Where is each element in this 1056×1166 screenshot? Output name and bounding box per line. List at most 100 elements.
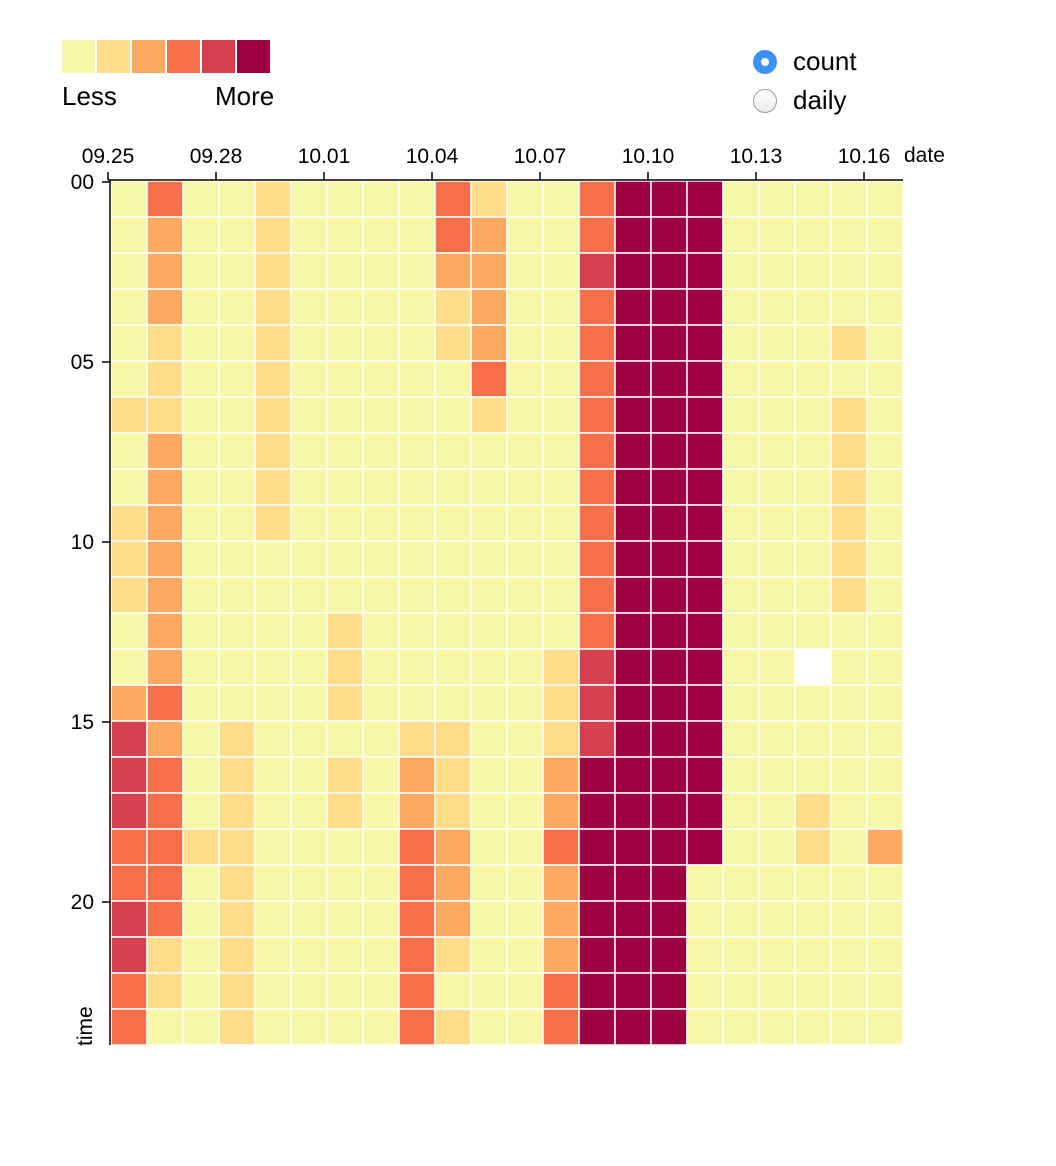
heatmap-cell[interactable] <box>830 612 868 650</box>
heatmap-cell[interactable] <box>686 216 724 254</box>
heatmap-cell[interactable] <box>470 828 508 866</box>
heatmap-cell[interactable] <box>254 252 292 290</box>
heatmap-cell[interactable] <box>182 936 220 974</box>
heatmap-cell[interactable] <box>398 324 436 362</box>
heatmap-cell[interactable] <box>290 468 328 506</box>
heatmap-cell[interactable] <box>218 900 256 938</box>
heatmap-cell[interactable] <box>110 1008 148 1046</box>
heatmap-cell[interactable] <box>110 936 148 974</box>
heatmap-cell[interactable] <box>542 720 580 758</box>
heatmap-cell[interactable] <box>470 792 508 830</box>
heatmap-cell[interactable] <box>650 900 688 938</box>
heatmap-cell[interactable] <box>290 504 328 542</box>
heatmap-cell[interactable] <box>326 540 364 578</box>
heatmap-cell[interactable] <box>794 612 832 650</box>
heatmap-cell[interactable] <box>686 828 724 866</box>
heatmap-cell[interactable] <box>542 396 580 434</box>
heatmap-cell[interactable] <box>506 684 544 722</box>
heatmap-cell[interactable] <box>254 396 292 434</box>
heatmap-cell[interactable] <box>110 216 148 254</box>
heatmap-cell[interactable] <box>182 468 220 506</box>
heatmap-cell[interactable] <box>470 864 508 902</box>
heatmap-cell[interactable] <box>362 396 400 434</box>
heatmap-cell[interactable] <box>794 648 832 686</box>
heatmap-cell[interactable] <box>182 252 220 290</box>
radio-label-count[interactable]: count <box>793 46 857 76</box>
heatmap-cell[interactable] <box>866 720 904 758</box>
heatmap-cell[interactable] <box>398 720 436 758</box>
heatmap-cell[interactable] <box>470 252 508 290</box>
heatmap-cell[interactable] <box>290 936 328 974</box>
heatmap-cell[interactable] <box>758 216 796 254</box>
heatmap-cell[interactable] <box>434 540 472 578</box>
heatmap-cell[interactable] <box>506 180 544 218</box>
heatmap-cell[interactable] <box>794 972 832 1010</box>
heatmap-cell[interactable] <box>146 540 184 578</box>
heatmap-cell[interactable] <box>110 792 148 830</box>
heatmap-cell[interactable] <box>254 684 292 722</box>
heatmap-cell[interactable] <box>506 360 544 398</box>
heatmap-cell[interactable] <box>218 1008 256 1046</box>
heatmap-cell[interactable] <box>578 468 616 506</box>
heatmap-cell[interactable] <box>506 792 544 830</box>
heatmap-cell[interactable] <box>722 720 760 758</box>
heatmap-cell[interactable] <box>866 792 904 830</box>
heatmap-cell[interactable] <box>542 360 580 398</box>
heatmap-cell[interactable] <box>326 720 364 758</box>
heatmap-cell[interactable] <box>146 432 184 470</box>
heatmap-cell[interactable] <box>722 180 760 218</box>
heatmap-cell[interactable] <box>434 648 472 686</box>
heatmap-cell[interactable] <box>506 648 544 686</box>
heatmap-cell[interactable] <box>434 936 472 974</box>
heatmap-cell[interactable] <box>254 756 292 794</box>
heatmap-cell[interactable] <box>758 396 796 434</box>
heatmap-cell[interactable] <box>362 1008 400 1046</box>
heatmap-cell[interactable] <box>866 756 904 794</box>
heatmap-cell[interactable] <box>182 216 220 254</box>
heatmap-cell[interactable] <box>578 900 616 938</box>
heatmap-cell[interactable] <box>614 576 652 614</box>
heatmap-cell[interactable] <box>686 756 724 794</box>
heatmap-cell[interactable] <box>470 504 508 542</box>
heatmap-cell[interactable] <box>110 900 148 938</box>
heatmap-cell[interactable] <box>830 432 868 470</box>
heatmap-cell[interactable] <box>470 396 508 434</box>
heatmap-cell[interactable] <box>326 648 364 686</box>
heatmap-cell[interactable] <box>398 504 436 542</box>
heatmap-cell[interactable] <box>650 828 688 866</box>
heatmap-cell[interactable] <box>326 864 364 902</box>
heatmap-cell[interactable] <box>506 720 544 758</box>
heatmap-cell[interactable] <box>650 936 688 974</box>
heatmap-cell[interactable] <box>542 324 580 362</box>
heatmap-cell[interactable] <box>506 756 544 794</box>
heatmap-cell[interactable] <box>758 972 796 1010</box>
heatmap-cell[interactable] <box>182 324 220 362</box>
radio-option-daily[interactable]: daily <box>753 81 857 120</box>
heatmap-cell[interactable] <box>830 900 868 938</box>
heatmap-cell[interactable] <box>326 216 364 254</box>
heatmap-cell[interactable] <box>290 324 328 362</box>
heatmap-cell[interactable] <box>290 540 328 578</box>
heatmap-cell[interactable] <box>542 900 580 938</box>
heatmap-cell[interactable] <box>686 900 724 938</box>
heatmap-cell[interactable] <box>542 756 580 794</box>
heatmap-cell[interactable] <box>830 396 868 434</box>
heatmap-cell[interactable] <box>326 468 364 506</box>
heatmap-cell[interactable] <box>578 216 616 254</box>
heatmap-cell[interactable] <box>146 1008 184 1046</box>
heatmap-cell[interactable] <box>110 288 148 326</box>
heatmap-cell[interactable] <box>326 180 364 218</box>
heatmap-cell[interactable] <box>362 756 400 794</box>
radio-label-daily[interactable]: daily <box>793 85 847 115</box>
heatmap-cell[interactable] <box>290 792 328 830</box>
heatmap-cell[interactable] <box>254 576 292 614</box>
heatmap-cell[interactable] <box>218 576 256 614</box>
heatmap-cell[interactable] <box>614 612 652 650</box>
heatmap-cell[interactable] <box>866 324 904 362</box>
heatmap-cell[interactable] <box>542 288 580 326</box>
heatmap-cell[interactable] <box>146 720 184 758</box>
heatmap-cell[interactable] <box>650 504 688 542</box>
heatmap-cell[interactable] <box>434 972 472 1010</box>
heatmap-cell[interactable] <box>254 540 292 578</box>
heatmap-cell[interactable] <box>758 684 796 722</box>
